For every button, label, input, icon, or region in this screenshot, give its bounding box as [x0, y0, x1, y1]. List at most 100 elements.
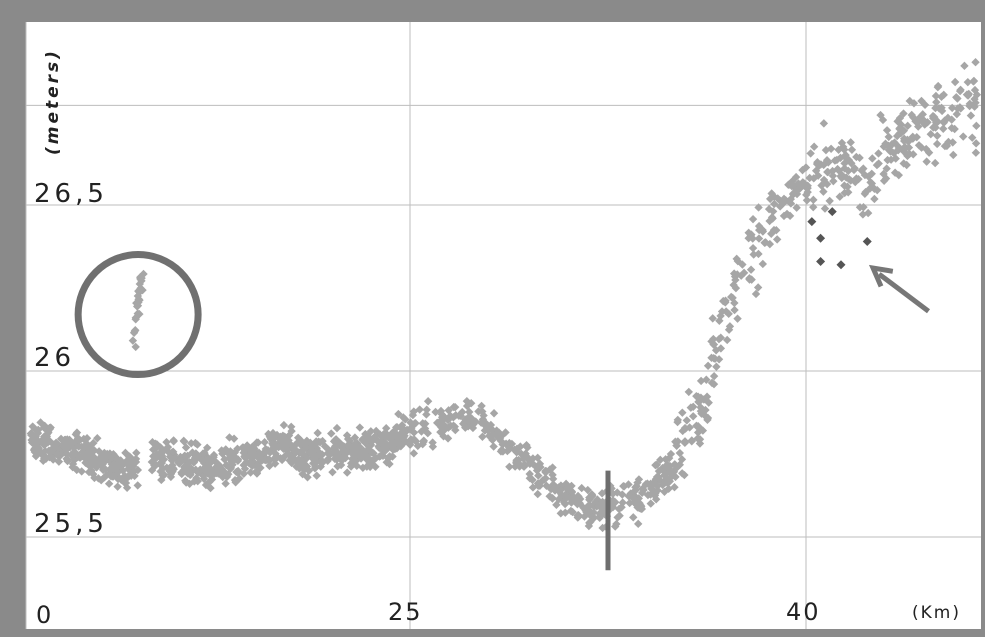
data-point	[151, 454, 160, 463]
data-point	[271, 449, 280, 458]
data-point	[969, 77, 978, 86]
data-point	[297, 460, 307, 469]
data-point	[342, 431, 352, 440]
data-point	[440, 425, 449, 435]
data-point	[801, 163, 811, 172]
data-point	[597, 489, 607, 498]
data-point	[962, 90, 972, 99]
data-point	[86, 462, 95, 471]
data-point	[884, 132, 893, 142]
data-point	[198, 456, 207, 466]
data-point	[150, 461, 160, 471]
data-point	[884, 141, 893, 151]
data-point	[813, 158, 822, 167]
data-point	[965, 99, 974, 109]
data-point	[963, 77, 973, 87]
data-point	[548, 474, 558, 484]
data-point	[933, 131, 942, 140]
data-point	[270, 459, 280, 468]
data-point	[351, 445, 360, 454]
data-point	[733, 314, 742, 323]
data-point	[385, 459, 394, 469]
data-point	[899, 145, 909, 155]
data-point	[45, 424, 55, 434]
data-point	[695, 397, 704, 406]
data-point	[101, 453, 111, 463]
data-point	[611, 498, 620, 507]
data-point	[451, 410, 460, 420]
data-point	[481, 419, 490, 428]
data-point	[835, 192, 845, 201]
data-point	[646, 499, 655, 508]
data-point	[567, 481, 576, 491]
data-point	[970, 102, 979, 111]
data-point	[668, 468, 678, 477]
data-point	[561, 491, 570, 500]
data-point	[551, 482, 560, 491]
data-point	[113, 482, 122, 491]
data-point	[684, 387, 693, 397]
data-point	[796, 183, 805, 193]
data-point	[798, 165, 807, 175]
data-point	[458, 407, 467, 417]
data-point	[714, 334, 724, 344]
data-point	[826, 144, 836, 153]
data-point	[681, 424, 690, 433]
data-point	[573, 491, 583, 501]
data-point	[94, 474, 103, 483]
data-point	[607, 484, 616, 493]
data-point	[534, 471, 543, 480]
data-point	[106, 472, 116, 481]
data-point	[708, 314, 717, 323]
data-point	[124, 472, 133, 482]
data-point	[532, 463, 542, 473]
data-point	[847, 145, 857, 154]
data-point	[210, 469, 219, 479]
data-point	[675, 448, 685, 458]
data-point	[337, 440, 346, 449]
data-point	[652, 460, 662, 469]
data-point	[733, 270, 742, 279]
data-point	[844, 155, 854, 165]
data-point	[878, 115, 888, 125]
data-point	[130, 471, 139, 481]
data-point	[722, 335, 732, 345]
data-point	[716, 344, 726, 353]
data-point	[746, 265, 756, 274]
data-point	[461, 415, 470, 424]
data-point	[725, 322, 735, 331]
data-point	[522, 440, 531, 450]
data-point	[646, 490, 655, 499]
data-point	[851, 177, 860, 187]
data-point	[786, 199, 796, 208]
data-point	[729, 280, 738, 290]
data-point	[859, 202, 868, 212]
data-point	[641, 480, 651, 489]
data-point	[59, 442, 69, 452]
outlier-point	[816, 256, 826, 266]
data-point	[678, 408, 687, 417]
data-point	[971, 58, 980, 67]
data-point	[952, 109, 962, 119]
data-point	[528, 483, 538, 492]
data-point	[730, 305, 739, 315]
data-point	[754, 221, 764, 231]
data-point	[758, 227, 768, 236]
data-point	[556, 481, 566, 490]
data-point	[545, 492, 554, 501]
data-point	[507, 439, 517, 449]
data-point	[970, 94, 979, 104]
data-point	[290, 441, 300, 450]
data-point	[84, 444, 94, 453]
data-point	[209, 450, 219, 460]
data-point	[422, 405, 431, 414]
data-point	[39, 423, 49, 432]
data-point	[802, 196, 812, 205]
y-axis-label: (meters)	[43, 48, 63, 155]
data-point	[754, 203, 763, 212]
data-point	[276, 454, 285, 463]
data-point	[68, 459, 78, 469]
data-point	[675, 460, 685, 469]
data-point	[520, 460, 529, 469]
data-point	[168, 461, 177, 470]
